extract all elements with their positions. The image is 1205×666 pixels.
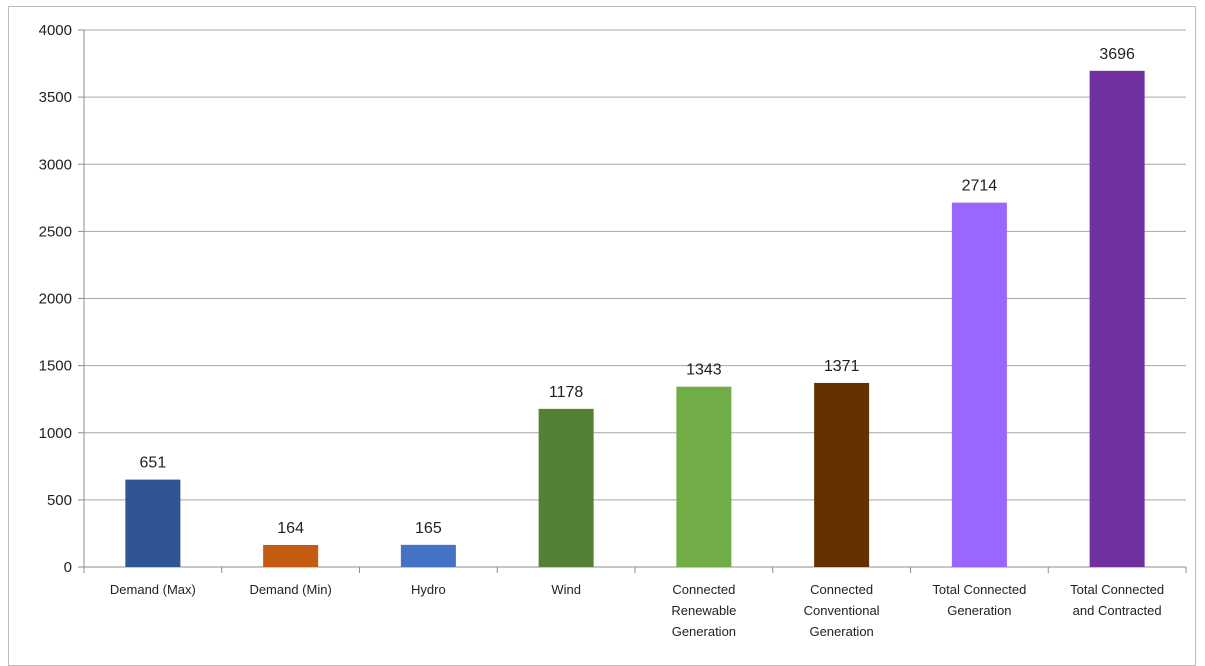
bars xyxy=(125,70,1145,567)
axes xyxy=(78,29,1187,573)
x-category-label: Conventional xyxy=(804,603,880,618)
data-labels: 651 164 165 1178 1343 1371 2714 3696 xyxy=(140,46,1136,537)
x-category-label: Connected xyxy=(810,582,873,597)
x-category-label: Total Connected xyxy=(1070,582,1164,597)
bar xyxy=(538,408,594,567)
data-label: 651 xyxy=(140,455,167,472)
data-label: 165 xyxy=(415,520,442,537)
bar xyxy=(125,479,181,567)
x-category-label: Renewable xyxy=(671,603,736,618)
x-category-label: Total Connected xyxy=(932,582,1026,597)
bar-chart: 0 500 1000 1500 2000 2500 3000 3500 4000 651 164 1… xyxy=(39,22,1187,639)
data-label: 164 xyxy=(277,520,304,537)
bar xyxy=(814,382,870,567)
data-label: 1371 xyxy=(824,358,860,375)
x-category-label: and Contracted xyxy=(1073,603,1162,618)
bar xyxy=(400,544,456,567)
y-tick-label: 3000 xyxy=(39,156,72,173)
bar xyxy=(676,386,732,567)
x-category-label: Generation xyxy=(672,624,736,639)
y-tick-label: 3500 xyxy=(39,89,72,106)
x-category-label: Wind xyxy=(551,582,581,597)
x-category-label: Hydro xyxy=(411,582,446,597)
x-category-label: Demand (Min) xyxy=(249,582,331,597)
y-tick-label: 1500 xyxy=(39,358,72,375)
bar xyxy=(263,544,319,567)
gridlines xyxy=(84,29,1186,501)
x-category-label: Demand (Max) xyxy=(110,582,196,597)
x-category-label: Connected xyxy=(672,582,735,597)
y-tick-label: 500 xyxy=(47,492,72,509)
y-axis-ticks: 0 500 1000 1500 2000 2500 3000 3500 4000 xyxy=(39,22,72,576)
y-tick-label: 2000 xyxy=(39,291,72,308)
y-tick-label: 1000 xyxy=(39,425,72,442)
x-category-label: Generation xyxy=(809,624,873,639)
data-label: 1178 xyxy=(549,384,584,401)
y-tick-label: 4000 xyxy=(39,22,72,39)
data-label: 3696 xyxy=(1099,46,1135,63)
bar xyxy=(1089,70,1145,567)
data-label: 2714 xyxy=(962,178,998,195)
bar xyxy=(951,202,1007,567)
y-tick-label: 2500 xyxy=(39,223,72,240)
x-axis-categories: Demand (Max) Demand (Min) Hydro Wind Connect… xyxy=(110,582,1164,639)
data-label: 1343 xyxy=(686,362,722,379)
y-tick-label: 0 xyxy=(64,559,72,576)
x-category-label: Generation xyxy=(947,603,1011,618)
